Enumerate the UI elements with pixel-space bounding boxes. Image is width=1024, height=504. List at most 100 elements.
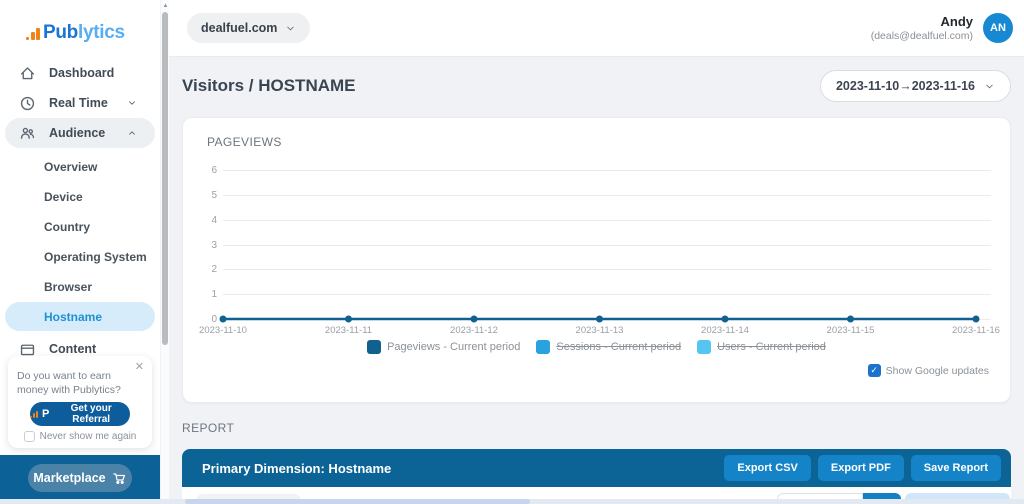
export-csv-button[interactable]: Export CSV: [724, 455, 811, 481]
report-search-button[interactable]: [863, 493, 901, 504]
report-secondary-button[interactable]: [905, 493, 1010, 504]
grid-line: [223, 294, 991, 296]
publytics-logo[interactable]: Publytics: [0, 0, 160, 44]
grid-line: [223, 269, 991, 271]
sidebar-item-label: Dashboard: [49, 66, 115, 80]
cart-icon: [112, 472, 125, 484]
grid-line: [223, 194, 991, 196]
x-axis-label: 2023-11-10: [199, 325, 247, 336]
grid-line: [223, 170, 991, 171]
chevron-up-icon: [129, 131, 135, 135]
user-info: Andy (deals@dealfuel.com): [871, 14, 973, 42]
legend-item[interactable]: Users - Current period: [697, 340, 826, 354]
main-area: dealfuel.com Andy (deals@dealfuel.com) A…: [169, 0, 1024, 504]
y-axis-label: 1: [211, 289, 217, 301]
grid-line: [223, 219, 991, 221]
logo-bars-icon: [30, 410, 38, 418]
grid-line: [223, 244, 991, 246]
legend-label: Sessions - Current period: [556, 341, 682, 353]
y-axis-label: 5: [211, 189, 217, 201]
user-name: Andy: [940, 14, 974, 29]
scrollbar-thumb[interactable]: [185, 499, 530, 504]
site-selector-label: dealfuel.com: [201, 21, 278, 35]
x-axis-label: 2023-11-13: [575, 325, 624, 336]
home-icon: [20, 66, 35, 79]
users-icon: [20, 127, 35, 139]
never-show-again-label: Never show me again: [39, 431, 137, 442]
data-point[interactable]: [847, 315, 854, 323]
sidebar-subitem-overview[interactable]: Overview: [44, 159, 98, 174]
date-range-dropdown[interactable]: 2023-11-10→2023-11-16: [819, 70, 1011, 102]
marketplace-panel: Marketplace: [0, 455, 160, 504]
chevron-down-icon: [129, 101, 135, 105]
x-axis-label: 2023-11-15: [826, 325, 875, 336]
page-content: Visitors / HOSTNAME 2023-11-10→2023-11-1…: [169, 68, 1024, 504]
horizontal-scrollbar[interactable]: [0, 499, 1024, 504]
marketplace-label: Marketplace: [33, 471, 106, 485]
google-updates-checkbox[interactable]: ✓: [867, 364, 881, 377]
pageviews-chart-card: PAGEVIEWS 0 1 2 3 4 5 6 2023-11-10 2023-11-11 202…: [182, 117, 1011, 403]
sidebar-item-real-time[interactable]: Real Time: [5, 88, 155, 118]
sidebar-scrollbar[interactable]: ▲: [160, 0, 169, 504]
legend-swatch-icon: [536, 340, 551, 354]
sidebar-item-label: Audience: [49, 126, 106, 140]
legend-label: Pageviews - Current period: [387, 341, 521, 353]
chart-title: PAGEVIEWS: [207, 135, 282, 149]
get-referral-button[interactable]: P Get your Referral: [30, 402, 130, 426]
legend-item[interactable]: Pageviews - Current period: [367, 340, 520, 354]
chevron-down-icon: [287, 26, 295, 30]
sidebar-item-label: Real Time: [49, 96, 108, 110]
primary-dimension-label: Primary Dimension: Hostname: [202, 460, 392, 476]
site-selector-dropdown[interactable]: dealfuel.com: [187, 13, 311, 43]
save-report-button[interactable]: Save Report: [910, 455, 1001, 481]
sidebar-item-audience[interactable]: Audience: [5, 118, 155, 148]
legend-item[interactable]: Sessions - Current period: [536, 340, 681, 354]
logo-bars-icon: [26, 28, 40, 40]
sidebar-subitem-country[interactable]: Country: [44, 219, 90, 234]
legend-swatch-icon: [367, 340, 382, 354]
x-axis-label: 2023-11-12: [450, 325, 498, 336]
sidebar-subitem-browser[interactable]: Browser: [44, 279, 93, 294]
report-search-field[interactable]: [777, 493, 863, 504]
y-axis-label: 0: [211, 314, 217, 325]
x-axis-label: 2023-11-11: [324, 325, 373, 336]
export-pdf-button[interactable]: Export PDF: [817, 455, 904, 481]
report-header-bar: Primary Dimension: Hostname Export CSV E…: [182, 449, 1011, 487]
marketplace-button[interactable]: Marketplace: [28, 464, 132, 492]
y-axis-label: 6: [211, 165, 217, 176]
never-show-again-checkbox[interactable]: [23, 431, 35, 442]
sidebar-subitem-operating-system[interactable]: Operating System: [44, 249, 147, 264]
data-point[interactable]: [972, 315, 980, 323]
sidebar-subitem-hostname[interactable]: Hostname: [5, 302, 155, 331]
audience-submenu: Overview Device Country Operating System…: [0, 152, 160, 331]
sidebar-item-label: Content: [49, 342, 97, 356]
data-point[interactable]: [345, 315, 352, 323]
top-header: dealfuel.com Andy (deals@dealfuel.com) A…: [169, 0, 1024, 57]
scrollbar-thumb[interactable]: [162, 12, 168, 345]
data-point[interactable]: [596, 315, 603, 323]
legend-label: Users - Current period: [717, 341, 826, 353]
close-icon[interactable]: ✕: [134, 361, 144, 373]
data-point[interactable]: [721, 315, 729, 323]
sidebar: Publytics Dashboard Real Time Audience O…: [0, 0, 160, 504]
sidebar-item-content[interactable]: Content: [5, 334, 155, 364]
sidebar-nav: Dashboard Real Time Audience Overview De…: [0, 58, 160, 364]
y-axis-label: 2: [211, 264, 217, 276]
logo-p-icon: P: [42, 408, 50, 420]
logo-text: Publytics: [43, 22, 125, 43]
chevron-down-icon: [986, 84, 993, 88]
sidebar-item-dashboard[interactable]: Dashboard: [5, 58, 155, 88]
date-range-label: 2023-11-10→2023-11-16: [835, 79, 975, 93]
data-point[interactable]: [470, 315, 478, 323]
google-updates-label: Show Google updates: [885, 364, 989, 377]
sidebar-subitem-device[interactable]: Device: [44, 189, 83, 204]
scroll-up-arrow-icon[interactable]: ▲: [162, 3, 169, 9]
x-axis-label: 2023-11-16: [952, 325, 1000, 336]
avatar[interactable]: AN: [983, 13, 1013, 43]
chart-legend: Pageviews - Current period Sessions - Cur…: [183, 340, 1010, 354]
user-email: (deals@dealfuel.com): [870, 30, 973, 42]
clock-icon: [20, 96, 35, 110]
report-section-label: REPORT: [182, 421, 235, 435]
data-point[interactable]: [219, 315, 227, 323]
